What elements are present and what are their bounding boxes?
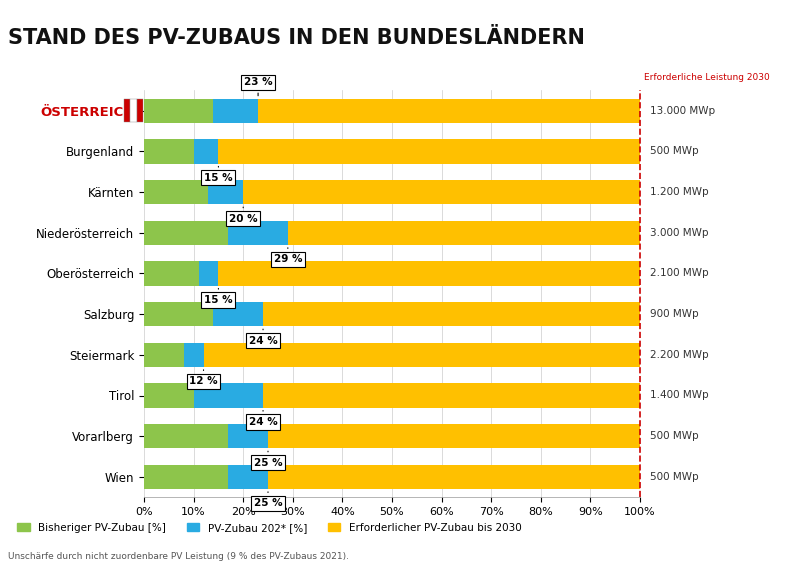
Bar (144, 424, 228, 449)
Bar (209, 180, 243, 205)
Bar (243, 180, 640, 205)
Bar (144, 220, 228, 245)
Text: 15 %: 15 % (204, 167, 233, 183)
Bar (144, 139, 194, 164)
Text: 15 %: 15 % (204, 289, 233, 305)
Bar (198, 261, 218, 286)
Text: 12 %: 12 % (190, 370, 218, 386)
Bar (288, 220, 640, 245)
Bar (228, 220, 288, 245)
Text: 500 MWp: 500 MWp (650, 431, 698, 441)
Bar (144, 302, 214, 327)
Text: 1.400 MWp: 1.400 MWp (650, 390, 709, 401)
Bar (228, 464, 268, 489)
Bar (263, 302, 640, 327)
Text: 500 MWp: 500 MWp (650, 146, 698, 157)
Text: 20 %: 20 % (229, 207, 258, 224)
Bar (144, 464, 228, 489)
Bar (268, 424, 640, 449)
Bar (144, 180, 209, 205)
Bar (144, 98, 214, 123)
Text: 2.200 MWp: 2.200 MWp (650, 350, 709, 360)
Bar (218, 261, 640, 286)
Bar (144, 383, 194, 408)
Text: 23 %: 23 % (244, 77, 272, 95)
Text: 13.000 MWp: 13.000 MWp (650, 106, 715, 116)
Bar (268, 464, 640, 489)
Bar (184, 342, 203, 367)
Bar (194, 383, 263, 408)
Text: 25 %: 25 % (254, 492, 282, 508)
Bar (144, 261, 198, 286)
Text: 3.000 MWp: 3.000 MWp (650, 228, 709, 238)
Legend: Bisheriger PV-Zubau [%], PV-Zubau 202* [%], Erforderlicher PV-Zubau bis 2030: Bisheriger PV-Zubau [%], PV-Zubau 202* [… (14, 519, 526, 537)
Text: 900 MWp: 900 MWp (650, 309, 698, 319)
Bar (258, 98, 640, 123)
Text: 2.100 MWp: 2.100 MWp (650, 268, 709, 279)
Bar (228, 424, 268, 449)
Text: 24 %: 24 % (249, 329, 278, 346)
Bar (218, 139, 640, 164)
Text: Erforderliche Leistung 2030: Erforderliche Leistung 2030 (644, 73, 770, 82)
Bar (214, 98, 258, 123)
Text: 25 %: 25 % (254, 451, 282, 468)
Text: 29 %: 29 % (274, 248, 302, 264)
Bar (194, 139, 218, 164)
Bar (203, 342, 640, 367)
Bar (263, 383, 640, 408)
Bar (214, 302, 263, 327)
Text: 1.200 MWp: 1.200 MWp (650, 187, 709, 197)
Bar (144, 342, 184, 367)
Text: 24 %: 24 % (249, 411, 278, 427)
Text: 500 MWp: 500 MWp (650, 472, 698, 482)
Text: STAND DES PV-ZUBAUS IN DEN BUNDESLÄNDERN: STAND DES PV-ZUBAUS IN DEN BUNDESLÄNDERN (8, 28, 585, 48)
Text: Unschärfe durch nicht zuordenbare PV Leistung (9 % des PV-Zubaus 2021).: Unschärfe durch nicht zuordenbare PV Lei… (8, 553, 349, 562)
